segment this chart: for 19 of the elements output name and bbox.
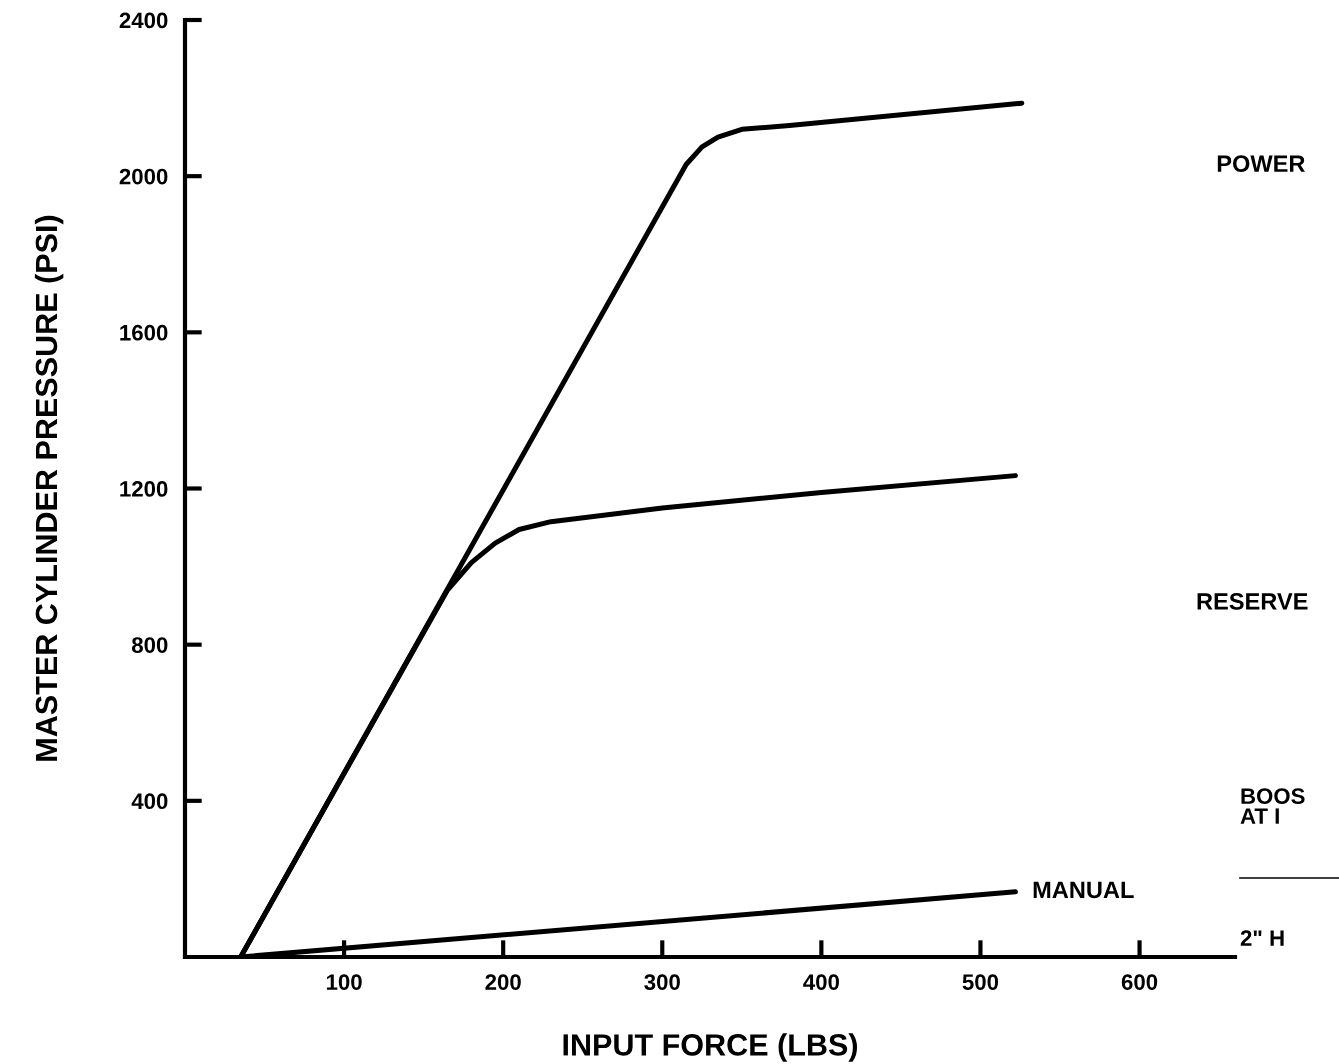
series-label: MANUAL: [1033, 881, 1134, 899]
x-tick-label: 300: [644, 974, 680, 991]
y-axis-title: MASTER CYLINDER PRESSURE (PSI): [34, 215, 64, 761]
x-tick-label: 200: [485, 974, 521, 990]
x-axis-title: INPUT FORCE (LBS): [563, 1033, 858, 1062]
text: 2" H: [1240, 930, 1284, 946]
text: BOOS AT I: [1240, 788, 1305, 824]
y-tick-label: 2000: [119, 168, 168, 185]
x-tick-label: 600: [1121, 974, 1158, 990]
x-tick-label: 500: [962, 974, 999, 990]
y-tick-label: 1600: [120, 324, 168, 341]
text: POWER: [1217, 155, 1305, 172]
text: RESERVE: [1197, 593, 1308, 610]
x-tick-label: 400: [803, 974, 839, 990]
y-tick-label: 800: [131, 637, 168, 653]
y-tick-label: 1200: [120, 481, 168, 497]
y-tick-label: 2400: [119, 12, 168, 29]
x-tick-label: 100: [326, 974, 362, 990]
y-tick-label: 400: [131, 793, 168, 810]
